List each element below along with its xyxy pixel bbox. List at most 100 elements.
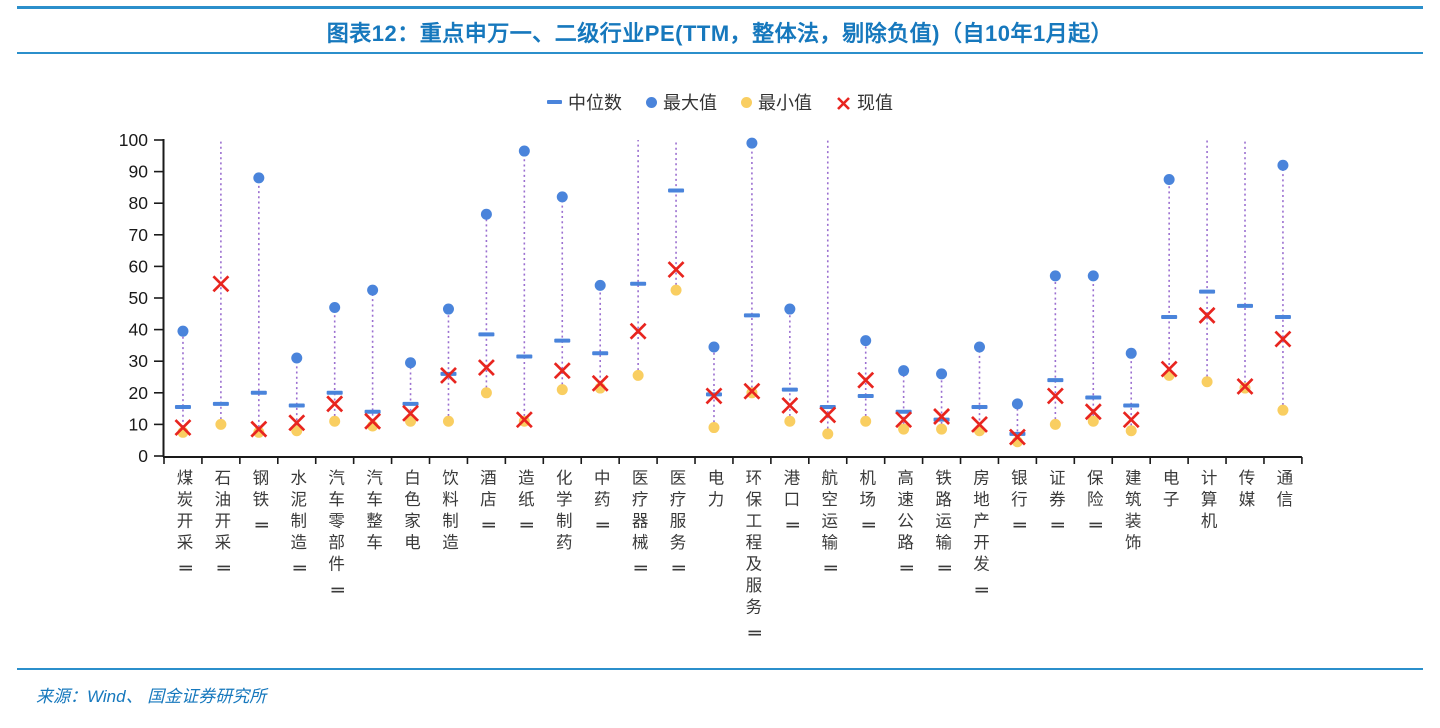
min-dot <box>253 426 265 438</box>
roman-II-suffix: Ⅱ <box>1080 515 1105 534</box>
max-dot <box>594 279 606 291</box>
current-x <box>477 359 495 376</box>
min-dot <box>1125 425 1137 437</box>
current-x <box>1046 387 1064 405</box>
median-dash <box>326 390 343 395</box>
median-dash <box>250 390 267 395</box>
min-dot <box>1277 404 1289 416</box>
max-dot <box>973 341 985 353</box>
median-dash <box>288 403 305 408</box>
current-x <box>440 366 457 384</box>
legend-item-current: 现值 <box>836 89 893 115</box>
legend-label-median: 中位数 <box>568 93 622 113</box>
min-dot <box>670 284 682 296</box>
median-dash <box>212 401 229 406</box>
category-label: 化学制药 <box>553 469 572 555</box>
category-label: 保险Ⅱ <box>1079 469 1106 536</box>
max-dot <box>936 368 948 380</box>
min-dot <box>822 428 834 440</box>
roman-II-suffix: Ⅱ <box>322 580 347 598</box>
category-label: 酒店Ⅱ <box>472 469 499 536</box>
min-dot <box>1049 418 1061 430</box>
max-dot <box>898 365 910 377</box>
category-label: 汽车零部件Ⅱ <box>321 469 348 601</box>
category-label: 计算机 <box>1198 469 1217 534</box>
y-tick-label: 30 <box>129 351 149 371</box>
category-label: 石油开采Ⅱ <box>207 469 234 579</box>
median-dash <box>895 409 912 414</box>
min-dot <box>1087 415 1099 427</box>
roman-II-suffix: Ⅱ <box>473 515 498 534</box>
max-dot <box>1049 270 1061 282</box>
y-tick-label: 10 <box>129 414 149 434</box>
roman-II-suffix: Ⅱ <box>170 558 195 577</box>
category-label: 通信 <box>1273 469 1292 512</box>
roman-II-suffix: Ⅱ <box>777 515 802 534</box>
category-label: 环保工程及服务Ⅱ <box>738 469 765 644</box>
roman-II-suffix: Ⅱ <box>891 558 916 577</box>
category-label: 银行Ⅱ <box>1003 469 1030 536</box>
median-dash <box>630 281 647 286</box>
y-tick-label: 70 <box>129 225 149 245</box>
title-bottom-rule <box>17 52 1423 54</box>
max-dot <box>480 208 492 220</box>
current-x <box>1084 403 1102 421</box>
current-x <box>705 387 723 405</box>
median-dash <box>478 332 495 337</box>
roman-II-suffix: Ⅱ <box>284 558 309 577</box>
y-tick-label: 50 <box>129 288 149 308</box>
median-dash <box>1274 314 1291 319</box>
min-dot <box>936 423 948 435</box>
roman-II-suffix: Ⅱ <box>853 515 878 534</box>
category-label: 煤炭开采Ⅱ <box>169 469 196 579</box>
max-dot <box>556 191 568 203</box>
median-dash <box>857 393 874 398</box>
category-label: 医疗器械Ⅱ <box>624 469 651 579</box>
roman-II-suffix: Ⅱ <box>246 515 271 534</box>
max-dot <box>746 137 758 149</box>
footer-rule <box>17 668 1423 670</box>
min-dot <box>291 425 303 437</box>
min-dot <box>405 415 417 427</box>
category-label: 中药Ⅱ <box>586 469 613 536</box>
median-dash <box>402 401 419 406</box>
source-note: 来源：Wind、 国金证券研究所 <box>36 687 267 706</box>
chart-plot-area: 0 10 20 30 40 50 60 70 80 90 100 <box>119 130 1303 466</box>
max-dot <box>442 303 454 315</box>
chart-legend: 中位数 最大值 最小值 现值 <box>0 89 1440 115</box>
legend-item-median: 中位数 <box>547 89 622 115</box>
category-label: 白色家电 <box>401 469 420 555</box>
current-x <box>250 420 268 438</box>
category-label: 传媒 <box>1236 469 1254 512</box>
legend-item-min: 最小值 <box>741 89 812 115</box>
max-dot-icon <box>646 96 657 108</box>
category-label: 电子 <box>1160 469 1179 512</box>
current-x <box>174 419 192 437</box>
max-dot <box>253 172 265 184</box>
roman-II-suffix: Ⅱ <box>1042 515 1067 534</box>
current-x <box>971 415 988 433</box>
max-dot <box>177 325 189 337</box>
category-label: 房地产开发Ⅱ <box>965 469 992 601</box>
category-label: 汽车整车 <box>363 469 382 555</box>
median-dash <box>743 313 760 318</box>
median-dash <box>1161 314 1178 319</box>
legend-label-min: 最小值 <box>758 93 812 113</box>
roman-II-suffix: Ⅱ <box>663 558 688 577</box>
category-label: 医疗服务Ⅱ <box>662 469 689 579</box>
median-dash <box>668 188 685 193</box>
min-dot <box>442 415 454 427</box>
y-tick-label: 60 <box>129 256 149 276</box>
roman-II-suffix: Ⅱ <box>739 623 764 641</box>
roman-II-suffix: Ⅱ <box>208 558 233 577</box>
min-dot <box>215 418 227 430</box>
roman-II-suffix: Ⅱ <box>1004 515 1029 534</box>
current-x <box>1198 306 1216 324</box>
max-dot <box>518 145 530 157</box>
max-dot <box>1011 398 1023 410</box>
category-label: 电力 <box>704 469 723 512</box>
y-tick-label: 20 <box>129 383 149 403</box>
roman-II-suffix: Ⅱ <box>511 515 536 534</box>
min-dot <box>860 415 872 427</box>
median-dash <box>1047 378 1064 383</box>
